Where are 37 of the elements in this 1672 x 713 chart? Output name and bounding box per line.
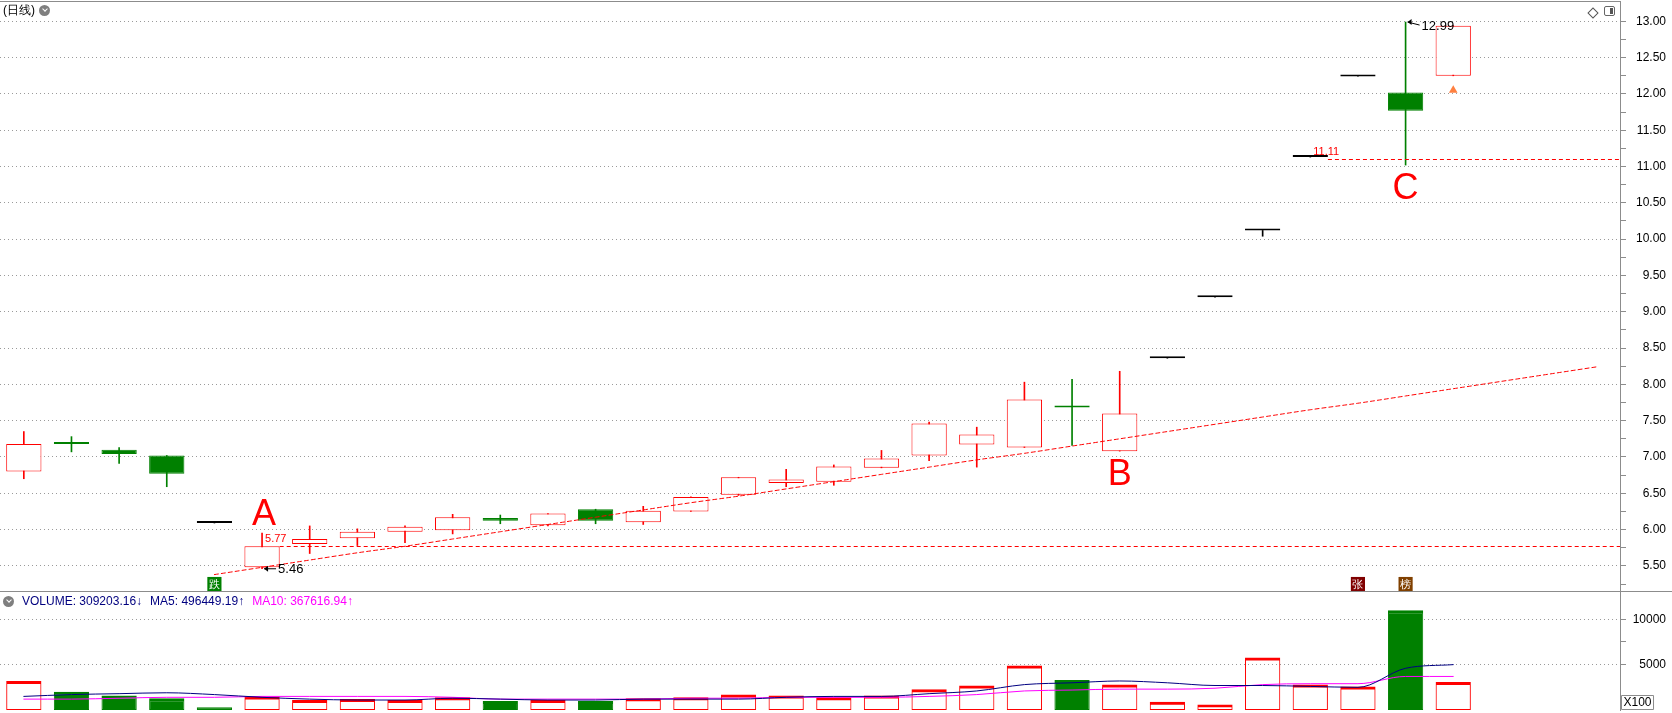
y-tick-label: 9.00 [1642, 304, 1667, 319]
y-tick-label: 8.50 [1642, 340, 1667, 355]
y-tick-label: 10.00 [1635, 231, 1667, 246]
text: MA10: 367616.94↑ [252, 594, 353, 608]
annotation: A [252, 492, 277, 534]
text: MA5: 496449.19↑ [150, 594, 245, 608]
y-tick-label: 6.50 [1642, 485, 1667, 500]
data-label: 张 [1352, 578, 1364, 591]
data-label: 跌 [208, 578, 220, 591]
annotation: C [1392, 166, 1419, 208]
annotation: B [1107, 452, 1132, 494]
y-tick-label: 12.00 [1635, 86, 1667, 101]
y-tick-label: 7.00 [1642, 449, 1667, 464]
ref-line-label: 11.11 [1313, 144, 1340, 157]
candlestick [768, 468, 804, 488]
point [1448, 85, 1458, 93]
y-tick-label: 10000 [1632, 611, 1667, 626]
y-tick-label: 5000 [1639, 656, 1667, 671]
y-axis-title: X100 [1623, 695, 1652, 710]
y-tick-label: 12.50 [1635, 49, 1667, 64]
y-tick-label: 7.50 [1642, 412, 1667, 427]
y-tick-label: 10.50 [1635, 195, 1667, 210]
ref-line-label: 5.77 [265, 532, 287, 545]
y-tick-label: 11.00 [1636, 158, 1667, 173]
annotation: VOLUME: 309203.16↓ [22, 594, 143, 608]
y-tick-label: 13.00 [1635, 13, 1667, 28]
text: 12.99 [1421, 17, 1455, 33]
candlestick [1197, 295, 1233, 298]
candlestick [1149, 356, 1185, 359]
y-tick-label: 11.50 [1636, 122, 1667, 137]
y-tick-label: 8.00 [1642, 376, 1667, 391]
data-label: 榜 [1400, 578, 1412, 591]
y-tick-label: 5.50 [1642, 558, 1667, 573]
text: 5.46 [278, 561, 304, 577]
chart-title: (日线) [3, 3, 35, 17]
y-tick-label: 6.00 [1642, 521, 1667, 536]
y-tick-label: 9.50 [1642, 267, 1667, 282]
